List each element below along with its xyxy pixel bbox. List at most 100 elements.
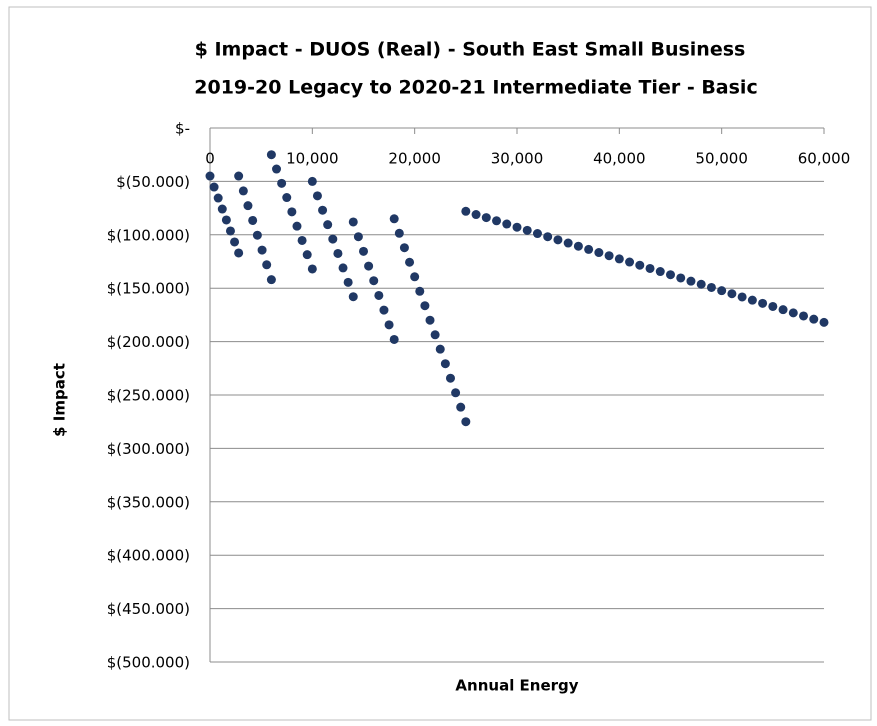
y-axis-title: $ Impact: [51, 363, 69, 437]
data-point: [297, 235, 307, 245]
x-tick-label: 20,000: [388, 150, 441, 168]
y-tick-label: $(350.000): [107, 493, 190, 511]
data-point: [799, 311, 809, 321]
data-point: [415, 286, 425, 296]
data-point: [323, 220, 333, 230]
x-tick-label: 30,000: [491, 150, 544, 168]
data-point: [594, 248, 604, 258]
data-point: [266, 150, 276, 160]
data-point: [243, 201, 253, 211]
data-point: [213, 193, 223, 203]
data-point: [389, 214, 399, 224]
chart-subtitle: 2019-20 Legacy to 2020-21 Intermediate T…: [194, 77, 757, 99]
y-tick-label: $(50.000): [116, 173, 190, 191]
data-point: [312, 191, 322, 201]
data-point: [573, 241, 583, 251]
data-point: [512, 222, 522, 232]
chart-frame: [8, 6, 872, 721]
data-point: [302, 250, 312, 260]
data-point: [307, 176, 317, 186]
data-point: [563, 238, 573, 248]
data-point: [737, 292, 747, 302]
y-tick-label: $(250.000): [107, 387, 190, 405]
data-point: [266, 275, 276, 285]
data-point: [502, 219, 512, 229]
data-point: [451, 388, 461, 398]
y-tick-label: $(500.000): [107, 654, 190, 672]
data-point: [230, 237, 240, 247]
data-point: [234, 248, 244, 258]
y-tick-label: $-: [175, 120, 190, 138]
data-point: [676, 273, 686, 283]
data-point: [706, 282, 716, 292]
data-point: [277, 178, 287, 188]
data-point: [389, 334, 399, 344]
x-axis-title: Annual Energy: [455, 677, 578, 695]
data-point: [445, 373, 455, 383]
data-point: [292, 221, 302, 231]
y-tick-label: $(100.000): [107, 226, 190, 244]
data-point: [353, 232, 363, 242]
data-point: [282, 193, 292, 203]
data-point: [666, 270, 675, 280]
data-point: [686, 276, 696, 286]
data-point: [348, 292, 358, 302]
y-tick-label: $(400.000): [107, 547, 190, 565]
data-point: [471, 210, 481, 220]
data-point: [394, 228, 404, 238]
data-point: [727, 289, 737, 299]
data-point: [234, 171, 244, 181]
data-point: [328, 234, 338, 244]
x-tick-label: 40,000: [593, 150, 646, 168]
data-point: [348, 217, 358, 227]
data-point: [307, 264, 317, 274]
data-point: [522, 225, 532, 235]
data-point: [532, 229, 542, 239]
data-point: [747, 295, 757, 305]
data-point: [553, 235, 563, 245]
data-point: [399, 243, 409, 253]
x-tick-label: 60,000: [798, 150, 851, 168]
data-point: [655, 267, 665, 277]
data-point: [221, 215, 231, 225]
data-point: [364, 261, 374, 271]
data-point: [645, 263, 655, 273]
data-point: [343, 277, 353, 287]
x-tick-label: 10,000: [286, 150, 339, 168]
data-point: [379, 305, 389, 315]
data-point: [217, 204, 227, 214]
data-point: [405, 257, 415, 267]
data-point: [635, 260, 645, 270]
data-point: [614, 254, 624, 264]
data-point: [374, 290, 384, 300]
data-point: [461, 206, 471, 216]
data-point: [338, 263, 348, 273]
data-point: [492, 216, 502, 226]
data-point: [248, 215, 258, 225]
y-tick-label: $(150.000): [107, 280, 190, 298]
y-tick-label: $(300.000): [107, 440, 190, 458]
data-point: [625, 257, 635, 267]
data-point: [252, 230, 262, 240]
chart-title: $ Impact - DUOS (Real) - South East Smal…: [195, 39, 746, 61]
data-point: [359, 246, 368, 256]
data-point: [819, 317, 829, 327]
data-point: [778, 305, 788, 315]
data-point: [696, 279, 706, 289]
data-point: [758, 298, 768, 308]
y-tick-label: $(200.000): [107, 333, 190, 351]
data-point: [238, 186, 248, 196]
data-point: [272, 164, 282, 174]
data-point: [318, 205, 328, 215]
data-point: [425, 315, 435, 325]
data-point: [225, 226, 235, 236]
data-point: [717, 286, 727, 296]
data-point: [420, 301, 430, 311]
data-point: [333, 248, 343, 258]
data-point: [257, 245, 267, 255]
data-point: [604, 251, 614, 261]
data-points: [205, 150, 829, 427]
data-point: [481, 213, 491, 223]
data-point: [584, 244, 594, 254]
